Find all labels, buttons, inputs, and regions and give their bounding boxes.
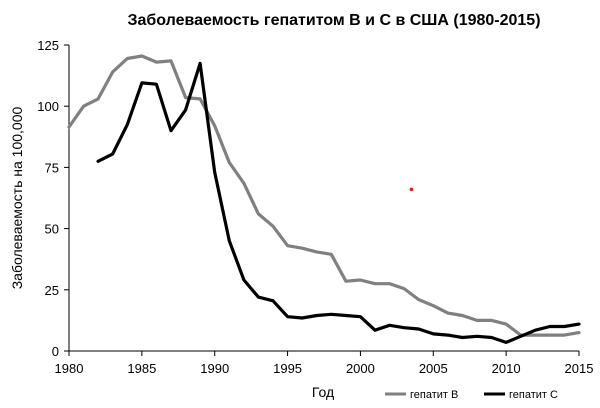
y-tick-label: 25 — [45, 283, 59, 298]
x-tick-label: 1985 — [127, 361, 156, 376]
series-layer — [67, 54, 581, 344]
y-tick-label: 75 — [45, 160, 59, 175]
y-tick-label: 0 — [52, 344, 59, 359]
annotation-marker — [409, 187, 414, 192]
x-tick-label: 2005 — [419, 361, 448, 376]
series-line-hepatitis-c — [96, 61, 581, 344]
y-tick-label: 50 — [45, 222, 59, 237]
x-tick-label: 2010 — [492, 361, 521, 376]
series-line-hepatitis-b — [67, 54, 581, 337]
y-tick-label: 100 — [37, 99, 59, 114]
legend-label-hepatitis-b: гепатит B — [410, 389, 458, 401]
x-tick-label: 2000 — [346, 361, 375, 376]
legend-label-hepatitis-c: гепатит C — [509, 389, 558, 401]
y-axis-label: Заболеваемость на 100,000 — [9, 107, 25, 290]
x-tick-label: 1995 — [273, 361, 302, 376]
x-tick-label: 1990 — [200, 361, 229, 376]
x-tick-label: 2015 — [565, 361, 594, 376]
legend: гепатит B гепатит C — [385, 389, 558, 401]
x-axis-label: Год — [312, 384, 334, 400]
y-tick-label: 125 — [37, 38, 59, 53]
annotation-layer — [409, 187, 414, 192]
chart-title: Заболеваемость гепатитом B и C в США (19… — [127, 12, 540, 29]
y-axis-ticks: 0 25 50 75 100 125 — [37, 38, 69, 359]
plot-area: 1980 1985 1990 1995 2000 2005 2010 2015 0 25 50 75… — [37, 38, 593, 376]
x-tick-label: 1980 — [55, 361, 84, 376]
x-axis-ticks: 1980 1985 1990 1995 2000 2005 2010 2015 — [55, 351, 594, 376]
